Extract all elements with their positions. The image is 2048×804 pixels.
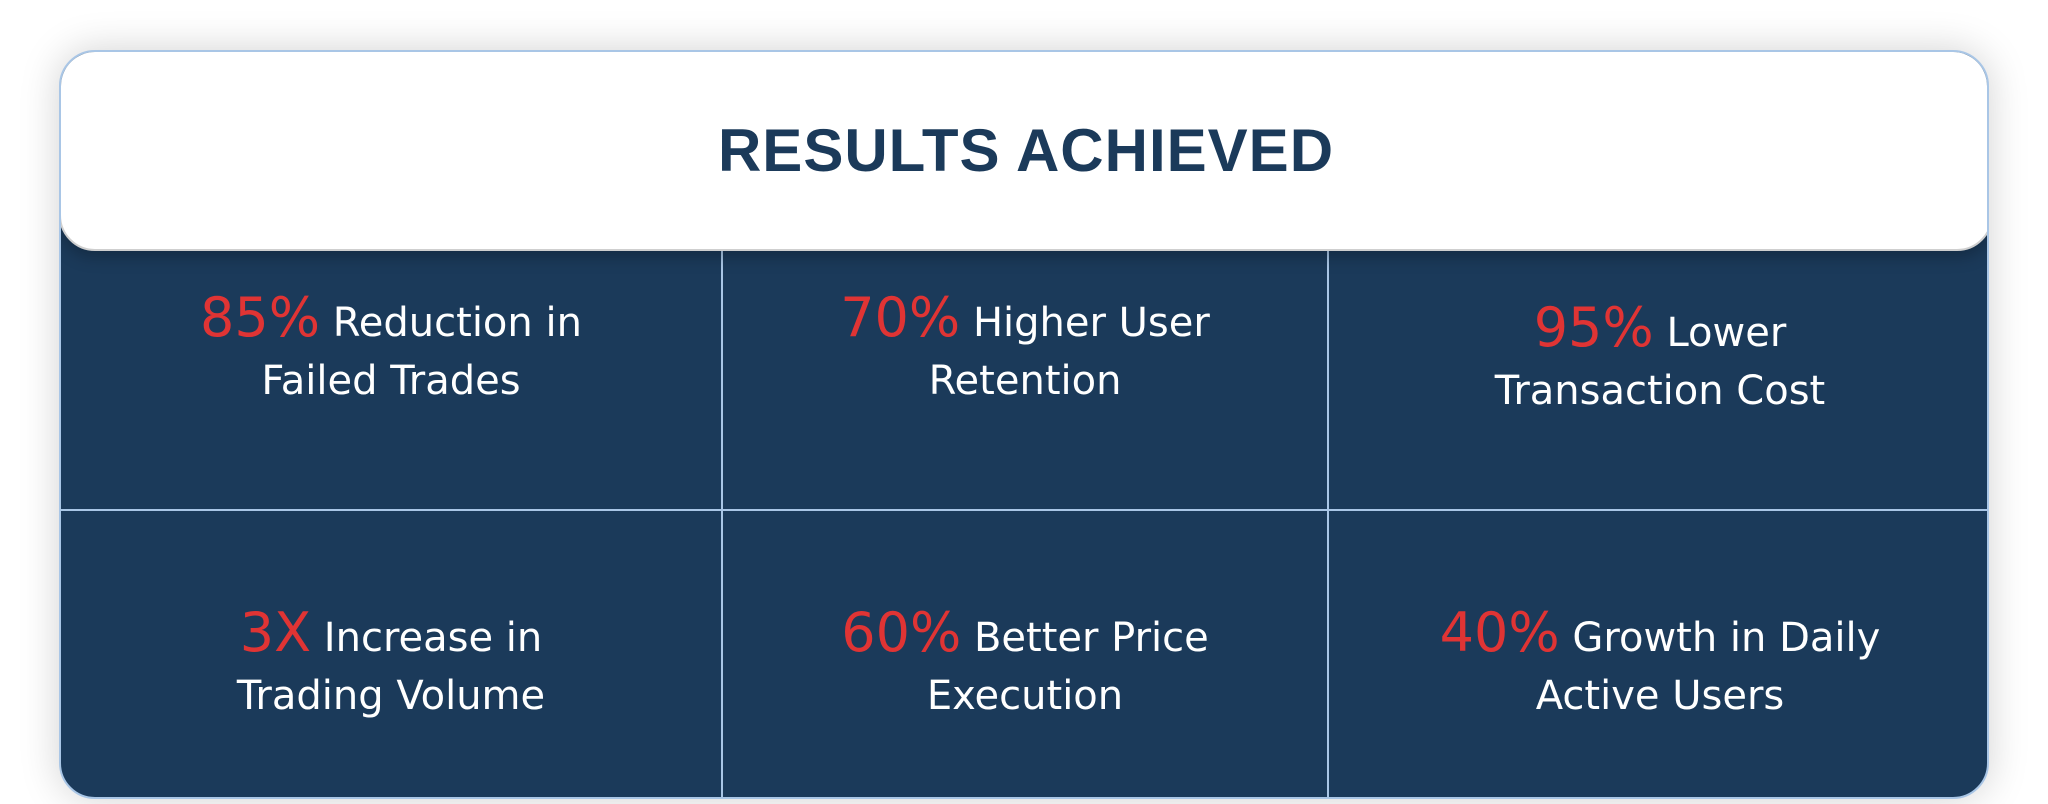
result-value: 70% — [840, 286, 961, 349]
result-label: Transaction Cost — [1494, 368, 1826, 414]
result-item: 3X Increase in Trading Volume — [61, 604, 721, 725]
result-item: 95% Lower Transaction Cost — [1329, 296, 1987, 420]
result-value: 40% — [1439, 601, 1560, 664]
result-label: Higher User — [972, 300, 1210, 346]
results-header: RESULTS ACHIEVED — [61, 52, 1987, 251]
row-divider — [61, 509, 1987, 511]
page-title: RESULTS ACHIEVED — [717, 117, 1335, 184]
results-card: RESULTS ACHIEVED 85% Reduction in Failed … — [59, 50, 1989, 799]
result-item: 85% Reduction in Failed Trades — [61, 289, 721, 410]
result-label: Active Users — [1535, 673, 1785, 719]
result-label: Better Price — [973, 615, 1209, 661]
result-label: Trading Volume — [236, 673, 546, 719]
results-grid: 85% Reduction in Failed Trades 70% Higher… — [61, 249, 1987, 797]
result-value: 60% — [841, 601, 962, 664]
result-label: Increase in — [323, 615, 543, 661]
result-label: Growth in Daily — [1572, 615, 1881, 661]
column-divider — [1327, 249, 1329, 797]
result-value: 3X — [239, 601, 312, 664]
result-label: Lower — [1666, 310, 1787, 356]
result-label: Reduction in — [332, 300, 582, 346]
column-divider — [721, 249, 723, 797]
result-item: 40% Growth in Daily Active Users — [1329, 601, 1987, 725]
result-label: Execution — [926, 673, 1124, 719]
result-value: 85% — [200, 286, 321, 349]
result-label: Retention — [928, 358, 1122, 404]
result-label: Failed Trades — [261, 358, 521, 404]
result-item: 70% Higher User Retention — [723, 289, 1327, 410]
result-item: 60% Better Price Execution — [723, 604, 1327, 725]
result-value: 95% — [1533, 296, 1654, 359]
